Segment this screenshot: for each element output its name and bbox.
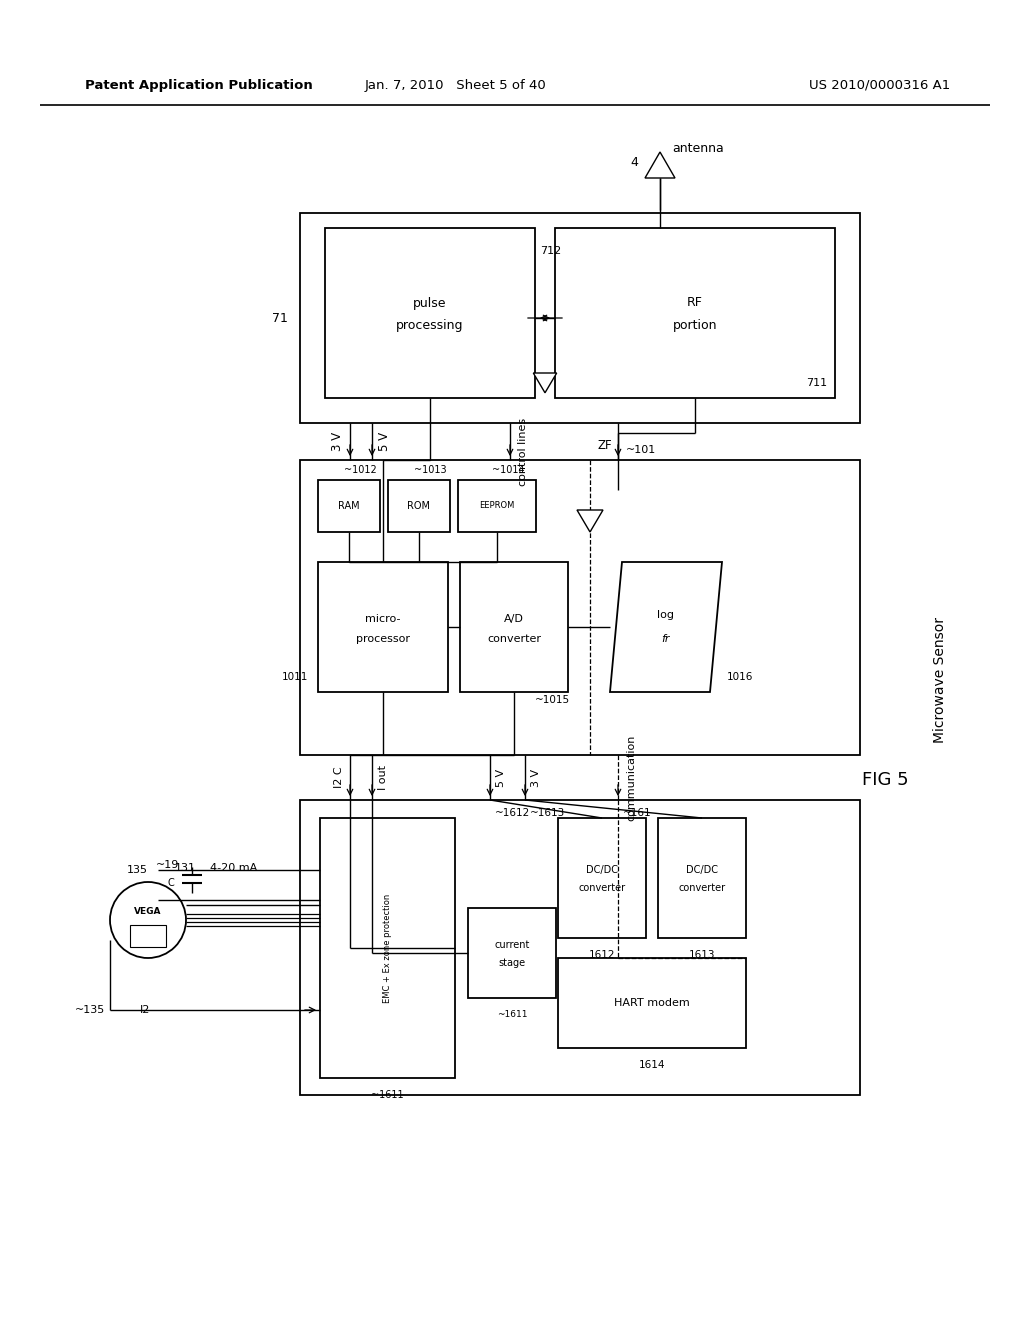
Bar xyxy=(468,908,556,998)
Text: ZF: ZF xyxy=(597,440,612,451)
Bar xyxy=(658,818,746,939)
Text: fr: fr xyxy=(662,634,671,644)
Text: ~1013: ~1013 xyxy=(414,465,446,475)
Polygon shape xyxy=(577,510,603,532)
Bar xyxy=(458,480,536,532)
Text: 5 V: 5 V xyxy=(378,432,391,451)
Text: I2 C: I2 C xyxy=(334,767,344,788)
Text: 1614: 1614 xyxy=(639,1060,666,1071)
Text: DC/DC: DC/DC xyxy=(686,865,718,875)
Text: ~1014: ~1014 xyxy=(492,465,524,475)
Text: C: C xyxy=(168,878,175,888)
Text: 131: 131 xyxy=(175,863,196,873)
Text: Jan. 7, 2010   Sheet 5 of 40: Jan. 7, 2010 Sheet 5 of 40 xyxy=(365,78,546,91)
Text: HART modem: HART modem xyxy=(614,998,690,1008)
Text: processing: processing xyxy=(396,318,464,331)
Text: VEGA: VEGA xyxy=(134,908,162,916)
Text: EMC + Ex zone protection: EMC + Ex zone protection xyxy=(383,894,392,1003)
Text: converter: converter xyxy=(679,883,726,894)
Bar xyxy=(130,925,166,946)
Text: RF: RF xyxy=(687,297,702,309)
Text: 135: 135 xyxy=(127,865,148,875)
Text: 3 V: 3 V xyxy=(331,432,344,451)
Text: micro-: micro- xyxy=(366,614,400,624)
Text: ~1012: ~1012 xyxy=(344,465,377,475)
Polygon shape xyxy=(610,562,722,692)
Text: pulse: pulse xyxy=(414,297,446,309)
Text: 3 V: 3 V xyxy=(531,768,541,787)
Text: processor: processor xyxy=(356,634,410,644)
Text: ~19: ~19 xyxy=(156,861,179,870)
Text: FIG 5: FIG 5 xyxy=(861,771,908,789)
Text: 5 V: 5 V xyxy=(496,768,506,787)
Text: DC/DC: DC/DC xyxy=(586,865,618,875)
Bar xyxy=(318,562,449,692)
Bar xyxy=(300,459,860,755)
Text: antenna: antenna xyxy=(672,141,724,154)
Bar xyxy=(555,228,835,399)
Text: current: current xyxy=(495,940,529,950)
Text: ~101: ~101 xyxy=(626,445,656,455)
Text: 1011: 1011 xyxy=(282,672,308,682)
Polygon shape xyxy=(534,374,557,393)
Text: RAM: RAM xyxy=(338,502,359,511)
Text: 4: 4 xyxy=(630,157,638,169)
Bar xyxy=(300,213,860,422)
Text: ~1611: ~1611 xyxy=(497,1010,527,1019)
Text: portion: portion xyxy=(673,318,717,331)
Bar xyxy=(318,480,380,532)
Text: log: log xyxy=(657,610,675,620)
Text: communication: communication xyxy=(626,734,636,821)
Text: Microwave Sensor: Microwave Sensor xyxy=(933,616,947,743)
Text: ~1015: ~1015 xyxy=(535,696,570,705)
Polygon shape xyxy=(645,152,675,178)
Text: I2: I2 xyxy=(140,1005,151,1015)
Bar xyxy=(558,818,646,939)
Text: 1612: 1612 xyxy=(589,950,615,960)
Text: US 2010/0000316 A1: US 2010/0000316 A1 xyxy=(809,78,950,91)
Text: control lines: control lines xyxy=(518,417,528,486)
Text: 712: 712 xyxy=(540,246,561,256)
Text: ~1611: ~1611 xyxy=(371,1090,403,1100)
Text: ROM: ROM xyxy=(408,502,430,511)
Bar xyxy=(319,818,455,1078)
Bar xyxy=(300,800,860,1096)
Text: A/D: A/D xyxy=(504,614,524,624)
Text: 1016: 1016 xyxy=(727,672,754,682)
Bar xyxy=(325,228,535,399)
Text: stage: stage xyxy=(499,958,525,968)
Text: EEPROM: EEPROM xyxy=(479,502,515,511)
Text: 4-20 mA: 4-20 mA xyxy=(210,863,257,873)
Text: 711: 711 xyxy=(806,378,827,388)
Text: I out: I out xyxy=(378,766,388,789)
Text: ~1613: ~1613 xyxy=(530,808,565,818)
Text: converter: converter xyxy=(579,883,626,894)
Text: ~135: ~135 xyxy=(75,1005,105,1015)
Bar xyxy=(558,958,746,1048)
Text: converter: converter xyxy=(487,634,541,644)
Bar xyxy=(388,480,450,532)
Text: 71: 71 xyxy=(272,312,288,325)
Text: Patent Application Publication: Patent Application Publication xyxy=(85,78,312,91)
Text: ~161: ~161 xyxy=(623,808,651,818)
Text: ~1612: ~1612 xyxy=(495,808,530,818)
Text: 1613: 1613 xyxy=(689,950,715,960)
Bar xyxy=(460,562,568,692)
